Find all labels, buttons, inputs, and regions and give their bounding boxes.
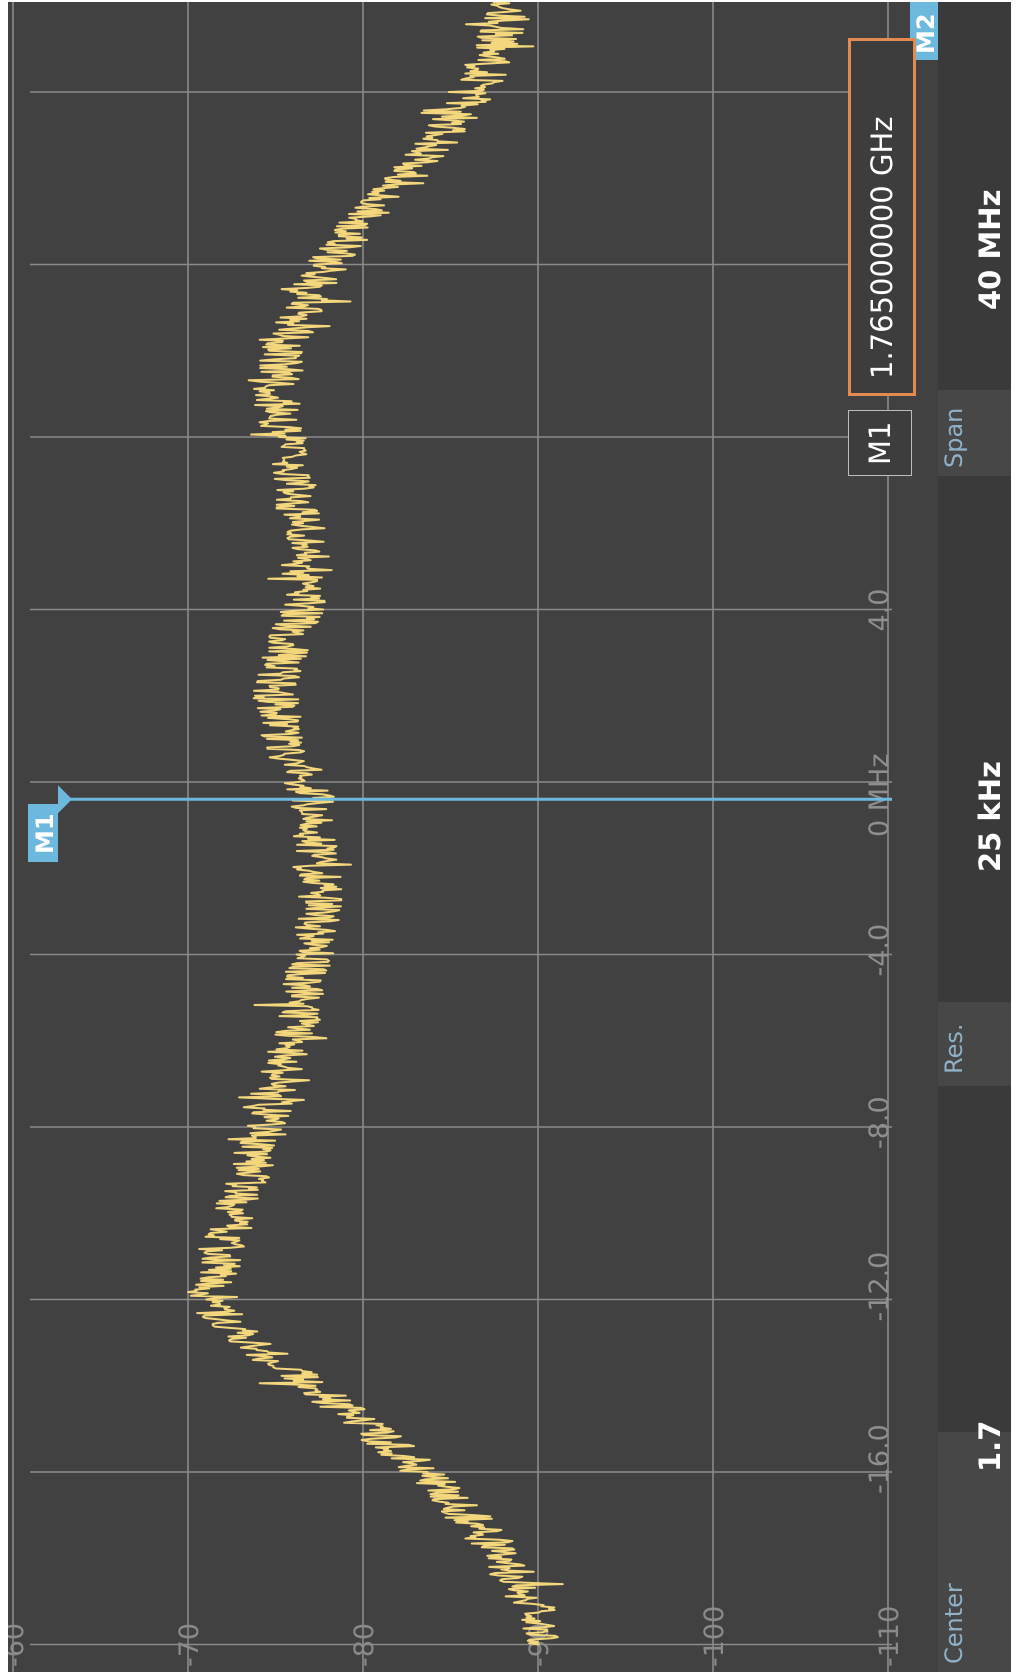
center-value-area xyxy=(938,1092,1011,1422)
span-setting[interactable]: Span xyxy=(938,390,1011,476)
center-setting[interactable]: Center 1.765004 GHz xyxy=(938,1245,1011,1672)
amplitude-tick-label: -110 xyxy=(874,1606,905,1667)
marker-frequency-field[interactable]: 1.765000000 GHz xyxy=(848,38,916,396)
span-value-area[interactable]: 40 MHz xyxy=(938,2,1011,382)
frequency-tick-label: -16.0 xyxy=(864,1424,895,1494)
amplitude-tick-label: -80 xyxy=(349,1623,380,1667)
amplitude-tick-label: -60 xyxy=(8,1623,30,1667)
frequency-tick-label: -8.0 xyxy=(864,1096,895,1149)
res-value: 25 kHz xyxy=(973,761,1007,872)
amplitude-tick-labels: -60 -70 -80 -90 -100 -110 xyxy=(8,1606,905,1667)
res-value-area[interactable]: 25 kHz xyxy=(938,482,1011,992)
frequency-tick-label: 0 MHz xyxy=(864,753,895,837)
marker-name-field: M1 xyxy=(848,410,912,476)
marker-readout[interactable]: 1.765000000 GHz M1 xyxy=(848,38,920,476)
span-value: 40 MHz xyxy=(973,189,1007,310)
res-label: Res. xyxy=(940,1023,968,1075)
trace-1 xyxy=(187,2,564,1646)
settings-bar: Center 1.765004 GHz Res. 25 kHz Span 40 … xyxy=(938,2,1011,1672)
frequency-tick-label: -12.0 xyxy=(864,1252,895,1322)
center-label: Center xyxy=(940,1583,968,1664)
res-setting[interactable]: Res. xyxy=(938,1002,1011,1086)
amplitude-tick-label: -100 xyxy=(699,1606,730,1667)
frequency-tick-label: 4.0 xyxy=(864,589,895,632)
marker-m1-label: M1 xyxy=(31,813,59,854)
amplitude-tick-label: -70 xyxy=(174,1623,205,1667)
marker-name-value: M1 xyxy=(863,421,897,465)
span-label: Span xyxy=(940,407,968,468)
frequency-tick-label: -4.0 xyxy=(864,924,895,977)
marker-frequency-value: 1.765000000 GHz xyxy=(865,116,899,379)
marker-m1-pointer xyxy=(58,785,72,814)
trace-line xyxy=(187,2,564,1646)
grid-lines xyxy=(12,2,892,1672)
marker-m1-flag[interactable]: M1 xyxy=(28,804,59,862)
marker-m1-line[interactable] xyxy=(58,785,892,814)
